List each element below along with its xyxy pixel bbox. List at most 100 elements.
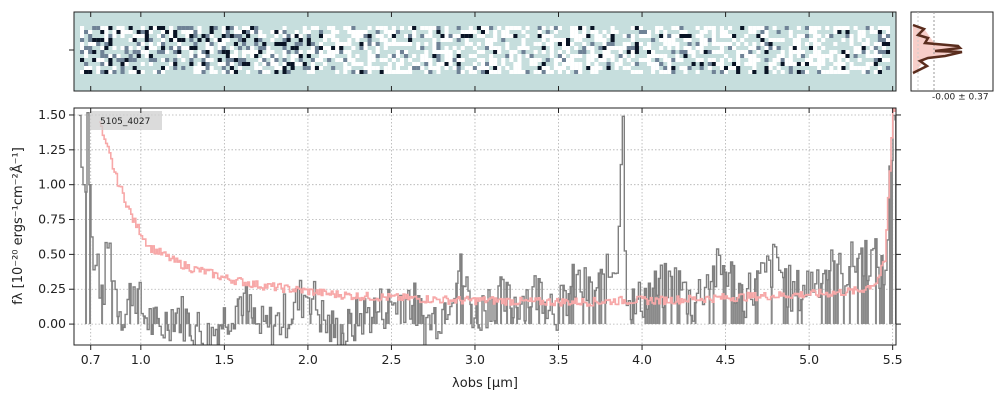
spectrum-2d-pixel [566,70,571,74]
flux-bar [842,294,845,325]
spectrum-2d-pixel [355,34,360,38]
spectrum-2d-pixel [728,58,733,62]
spectrum-2d-pixel [96,42,101,46]
spectrum-2d-pixel [351,46,356,50]
spectrum-2d-pixel [529,54,534,58]
spectrum-2d-pixel [885,26,891,30]
flux-bar [387,289,390,325]
spectrum-2d-pixel [399,50,405,54]
spectrum-2d-pixel [229,62,234,66]
spectrum-2d-pixel [363,70,368,74]
spectrum-2d-pixel [246,50,251,54]
spectrum-2d-pixel [590,70,595,74]
spectrum-2d-pixel [837,58,842,62]
spectrum-2d-pixel [156,26,162,30]
spectrum-2d-pixel [351,30,356,34]
spectrum-2d-pixel [841,54,846,58]
spectrum-2d-pixel [752,62,757,66]
flux-bar [411,305,414,325]
spectrum-2d-pixel [817,66,822,70]
spectrum-2d-pixel [663,38,668,42]
spectrum-2d-pixel [699,62,704,66]
spectrum-2d-pixel [829,34,834,38]
spectrum-2d-pixel [788,50,793,54]
spectrum-2d-pixel [189,34,194,38]
spectrum-2d-pixel [497,50,502,54]
flux-bar [117,316,120,325]
flux-bar [363,298,366,325]
spectrum-2d-pixel [387,70,392,74]
spectrum-2d-pixel [290,34,295,38]
spectrum-2d-pixel [809,58,814,62]
spectrum-2d-pixel [270,62,275,66]
spectrum-2d-pixel [120,46,125,50]
spectrum-2d-pixel [825,54,830,58]
spectrum-2d-pixel [96,38,101,42]
spectrum-2d-pixel [185,34,190,38]
spectrum-2d-pixel [379,34,384,38]
spectrum-2d-pixel [610,26,615,30]
spectrum-2d-pixel [809,54,814,58]
spectrum-2d-pixel [788,70,793,74]
spectrum-2d-pixel [618,46,623,50]
spectrum-2d-pixel [314,46,319,50]
spectrum-2d-pixel [667,34,672,38]
spectrum-2d-pixel [148,62,153,66]
spectrum-2d-pixel [185,26,190,30]
spectrum-2d-pixel [695,42,700,46]
spectrum-2d-pixel [412,54,417,58]
spectrum-2d-pixel [412,66,417,70]
spectrum-2d-pixel [193,30,198,34]
spectrum-2d-pixel [638,30,643,34]
spectrum-2d-pixel [108,70,113,74]
spectrum-2d-pixel [177,46,182,50]
spectrum-2d-pixel [873,30,878,34]
spectrum-2d-pixel [343,26,348,30]
spectrum-2d-pixel [861,42,866,46]
spectrum-2d-pixel [306,42,311,46]
spectrum-2d-pixel [209,50,214,54]
spectrum-2d-pixel [468,42,473,46]
spectrum-2d-pixel [132,58,137,62]
spectrum-2d-pixel [436,50,441,54]
spectrum-2d-pixel [335,30,340,34]
spectrum-2d-pixel [371,42,376,46]
spectrum-2d-pixel [468,26,473,30]
spectrum-2d-pixel [651,38,656,42]
x-tick-label: 4.0 [632,352,652,367]
spectrum-2d-pixel [120,58,125,62]
flux-bar [241,315,244,325]
spectrum-2d-pixel [521,70,526,74]
flux-bar [341,324,344,334]
flux-bar [175,313,178,325]
spectrum-2d-pixel [501,62,506,66]
spectrum-2d-pixel [489,42,494,46]
spectrum-2d-pixel [833,26,838,30]
spectrum-2d-pixel [768,66,773,70]
spectrum-2d-pixel [574,46,579,50]
spectrum-2d-pixel [339,42,344,46]
spectrum-2d-pixel [744,50,749,54]
spectrum-2d-pixel [193,66,198,70]
spectrum-2d-pixel [391,70,396,74]
spectrum-2d-pixel [756,46,761,50]
spectrum-2d-pixel [88,50,93,54]
spectrum-2d-pixel [124,58,129,62]
spectrum-2d-pixel [310,62,315,66]
spectrum-2d-pixel [217,58,222,62]
spectrum-2d-pixel [412,62,417,66]
spectrum-2d-pixel [667,42,672,46]
flux-bar [848,266,851,325]
spectrum-2d-pixel [517,46,522,50]
spectrum-2d-pixel [699,30,704,34]
spectrum-2d-pixel [161,34,166,38]
spectrum-2d-pixel [821,62,826,66]
spectrum-2d-pixel [651,70,656,74]
spectrum-2d-pixel [173,50,178,54]
spectrum-2d-pixel [752,70,757,74]
spectrum-2d-pixel [869,62,874,66]
spectrum-2d-pixel [606,62,611,66]
spectrum-2d-pixel [225,70,230,74]
spectrum-2d-pixel [189,30,194,34]
spectrum-2d-pixel [92,58,97,62]
